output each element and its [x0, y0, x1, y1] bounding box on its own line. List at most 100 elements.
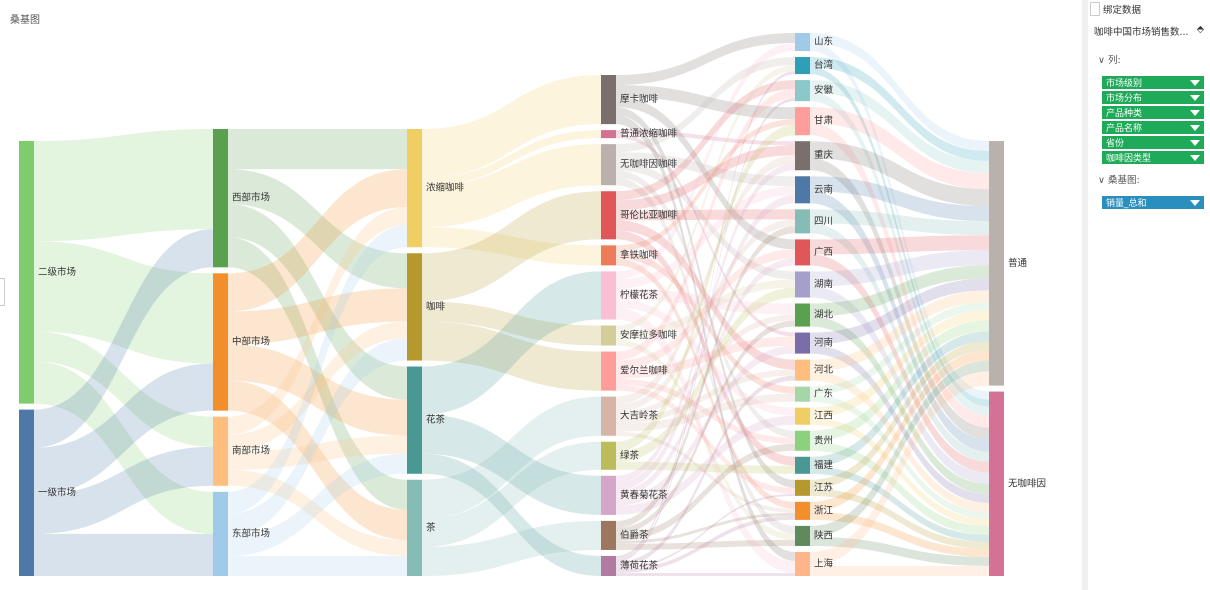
node-label: 黄春菊花茶 — [620, 489, 668, 501]
flow — [616, 115, 795, 502]
node — [795, 501, 810, 520]
node — [213, 273, 228, 411]
node-label: 薄荷花茶 — [620, 559, 659, 571]
node-label: 河南 — [814, 337, 833, 349]
chart-title: 桑基图 — [10, 13, 40, 26]
node-label: 茶 — [426, 521, 436, 533]
column-field[interactable]: 市场级别 — [1102, 76, 1204, 89]
columns-section[interactable]: ∨ 列: — [1098, 55, 1121, 66]
flow — [616, 177, 795, 534]
node-label: 哥伦比亚咖啡 — [620, 209, 678, 221]
measure-name: 销量_总和 — [1106, 199, 1147, 209]
flow — [810, 350, 989, 512]
flow — [616, 226, 795, 528]
flow — [810, 278, 989, 345]
column-field[interactable]: 咖啡因类型 — [1102, 151, 1204, 164]
flow — [616, 307, 795, 438]
flow — [228, 169, 407, 312]
node-label: 大吉岭茶 — [620, 410, 659, 422]
node — [601, 555, 616, 576]
node — [795, 456, 810, 474]
column-field[interactable]: 产品种类 — [1102, 106, 1204, 119]
node — [601, 144, 616, 186]
node-label: 陕西 — [814, 529, 833, 541]
flow — [810, 80, 989, 174]
field-name: 产品名称 — [1106, 124, 1143, 134]
column-field[interactable]: 市场分布 — [1102, 91, 1204, 104]
column-field[interactable]: 产品名称 — [1102, 121, 1204, 134]
flow — [34, 533, 213, 576]
flow — [616, 170, 795, 562]
node-label: 广西 — [814, 246, 833, 258]
flow — [422, 441, 601, 547]
flow — [228, 237, 407, 510]
flow — [616, 251, 795, 394]
flow — [810, 394, 989, 519]
flow — [616, 89, 795, 332]
flow — [34, 129, 213, 242]
flow — [616, 249, 795, 370]
flow — [422, 345, 601, 415]
flow — [34, 241, 213, 364]
dropdown-icon[interactable] — [1190, 124, 1200, 131]
dropdown-icon[interactable] — [1190, 139, 1200, 146]
node-label: 安徽 — [814, 84, 834, 96]
sankey-section[interactable]: ∨ 桑基图: — [1098, 175, 1140, 186]
flow — [228, 169, 407, 289]
flow — [616, 314, 795, 418]
flow — [422, 75, 601, 179]
flow — [616, 307, 795, 573]
flow — [616, 33, 795, 86]
flow — [422, 301, 601, 346]
node — [795, 80, 810, 102]
node-label: 台湾 — [814, 59, 834, 71]
measure-field[interactable]: 销量_总和 — [1102, 196, 1204, 209]
node — [601, 245, 616, 266]
flow — [616, 177, 795, 488]
node — [601, 441, 616, 470]
node — [601, 191, 616, 240]
flow — [616, 339, 795, 540]
flow — [616, 369, 795, 424]
panel-header: 绑定数据 — [1088, 0, 1210, 18]
flow — [810, 191, 989, 452]
flow — [616, 155, 795, 405]
node — [19, 141, 34, 404]
flow — [810, 302, 989, 395]
flow — [810, 417, 989, 526]
flow — [616, 135, 795, 476]
flow — [616, 258, 795, 412]
flow — [34, 229, 213, 448]
flow — [810, 536, 989, 566]
flow — [616, 279, 795, 340]
dropdown-icon[interactable] — [1190, 109, 1200, 116]
flow — [616, 307, 795, 509]
flow — [616, 130, 795, 146]
flow — [616, 219, 795, 412]
node-label: 爱尔兰咖啡 — [620, 365, 668, 377]
node-label: 湖北 — [814, 310, 834, 321]
flow — [810, 33, 989, 152]
dropdown-icon[interactable] — [1190, 199, 1200, 206]
flow — [616, 390, 795, 509]
node-label: 无咖啡因 — [1008, 477, 1046, 489]
node-label: 湖南 — [814, 278, 833, 290]
column-field[interactable]: 省份 — [1102, 136, 1204, 149]
flow — [616, 71, 795, 521]
flow — [616, 177, 795, 502]
clear-icon[interactable]: ⬘ — [1196, 24, 1204, 35]
dropdown-icon[interactable] — [1190, 79, 1200, 86]
collapse-handle[interactable] — [0, 278, 5, 306]
flow — [616, 258, 795, 488]
flow — [616, 539, 795, 550]
node-label: 绿茶 — [620, 449, 640, 461]
dropdown-icon[interactable] — [1190, 154, 1200, 161]
node — [601, 475, 616, 515]
flow — [616, 443, 795, 541]
node-label: 重庆 — [814, 149, 834, 161]
flow — [810, 441, 989, 535]
node — [795, 33, 810, 52]
node — [407, 129, 422, 248]
data-source[interactable]: 咖啡中国市场销售数... ⬘ — [1088, 18, 1210, 44]
dropdown-icon[interactable] — [1190, 94, 1200, 101]
